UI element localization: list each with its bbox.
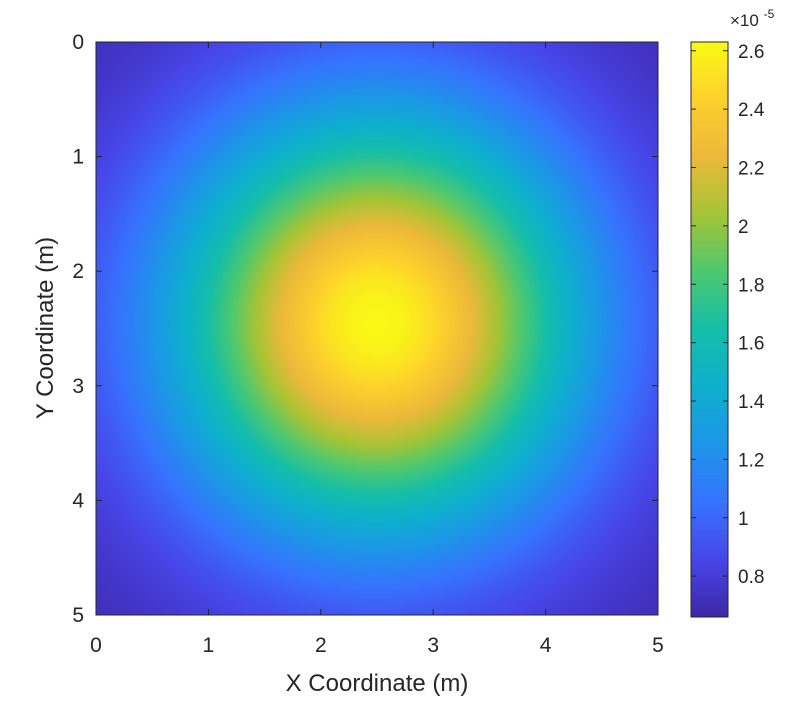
colorbar-exponent-power: -5 bbox=[764, 7, 775, 21]
colorbar-exponent: ×10 -5 bbox=[730, 7, 775, 30]
plot-frame bbox=[95, 41, 659, 616]
y-axis-ticks: 0 1 2 3 4 5 bbox=[72, 31, 658, 627]
y-tick-label: 4 bbox=[72, 489, 84, 512]
colorbar-tick-label: 1 bbox=[738, 509, 749, 530]
x-tick-label: 2 bbox=[315, 634, 327, 657]
colorbar-tick-label: 2 bbox=[738, 217, 749, 238]
y-tick-label: 3 bbox=[72, 375, 84, 398]
y-tick-label: 5 bbox=[72, 604, 84, 627]
colorbar-tick-label: 1.6 bbox=[738, 334, 764, 355]
colorbar-tick-label: 1.2 bbox=[738, 450, 764, 471]
colorbar-tick-label: 1.4 bbox=[738, 392, 765, 413]
colorbar-exponent-base: ×10 bbox=[730, 11, 759, 30]
x-tick-label: 5 bbox=[652, 634, 664, 657]
x-tick-label: 1 bbox=[203, 634, 215, 657]
colorbar-gradient bbox=[691, 42, 728, 617]
colorbar-frame bbox=[690, 41, 729, 618]
x-axis-ticks: 0 1 2 3 4 5 bbox=[90, 42, 664, 657]
heatmap-image bbox=[96, 42, 658, 615]
colorbar-tick-label: 2.4 bbox=[738, 100, 765, 121]
colorbar-ticks: 0.8 1 1.2 1.4 1.6 1.8 2 2.2 2.4 2.6 bbox=[691, 42, 765, 588]
x-tick-label: 0 bbox=[90, 634, 102, 657]
y-tick-label: 0 bbox=[72, 31, 84, 54]
colorbar: 0.8 1 1.2 1.4 1.6 1.8 2 2.2 2.4 2.6 ×10 -5 bbox=[690, 7, 775, 618]
colorbar-tick-label: 0.8 bbox=[738, 567, 764, 588]
x-tick-label: 4 bbox=[540, 634, 552, 657]
y-tick-label: 2 bbox=[72, 260, 84, 283]
y-axis-label: Y Coordinate (m) bbox=[32, 237, 59, 419]
x-tick-label: 3 bbox=[427, 634, 439, 657]
y-tick-label: 1 bbox=[72, 146, 84, 169]
heatmap-plot-area bbox=[95, 41, 659, 616]
colorbar-tick-label: 2.2 bbox=[738, 159, 764, 180]
x-axis-label: X Coordinate (m) bbox=[286, 670, 469, 697]
colorbar-tick-label: 2.6 bbox=[738, 42, 764, 63]
colorbar-tick-label: 1.8 bbox=[738, 275, 764, 296]
